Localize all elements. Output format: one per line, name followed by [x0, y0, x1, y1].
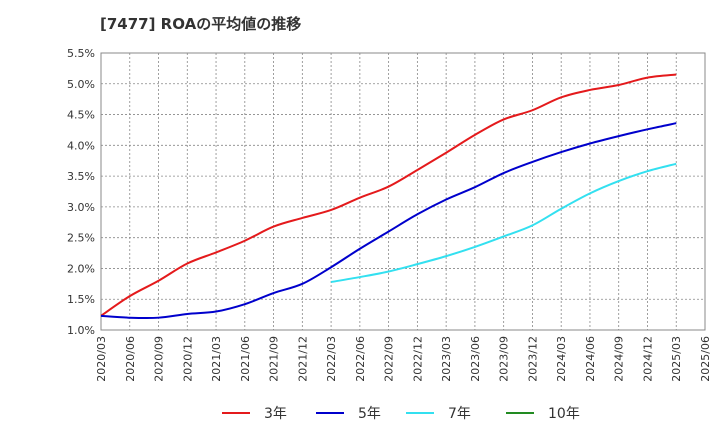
y-tick-label: 1.5% — [67, 293, 95, 306]
x-tick-label: 2020/03 — [95, 336, 108, 382]
y-tick-label: 2.0% — [67, 262, 95, 275]
x-tick-label: 2021/06 — [239, 336, 252, 382]
x-tick-label: 2021/09 — [268, 336, 281, 382]
x-tick-label: 2023/03 — [440, 336, 453, 382]
series-lines — [100, 73, 677, 320]
legend-label: 10年 — [548, 406, 580, 422]
x-tick-label: 2022/03 — [325, 336, 338, 382]
legend-item: 10年 — [506, 406, 580, 422]
legend-item: 5年 — [316, 406, 381, 422]
x-tick-label: 2020/09 — [153, 336, 166, 382]
y-tick-label: 1.0% — [67, 324, 95, 337]
x-tick-label: 2023/09 — [498, 336, 511, 382]
y-tick-label: 4.0% — [67, 139, 95, 152]
x-tick-label: 2020/12 — [181, 336, 194, 382]
axes: 1.0% 1.5% 2.0% 2.5% 3.0% 3.5% 4.0% 4.5% 5.0% 5.5%… — [67, 47, 712, 382]
x-tick-label: 2024/09 — [613, 336, 626, 382]
legend-item: 7年 — [406, 406, 471, 422]
x-tick-label: 2020/06 — [124, 336, 137, 382]
series-line-3年 — [100, 73, 677, 317]
series-line-7年 — [330, 162, 677, 283]
x-tick-label: 2023/12 — [526, 336, 539, 382]
x-tick-label: 2024/12 — [641, 336, 654, 382]
legend-item: 3年 — [222, 406, 287, 422]
x-tick-label: 2025/06 — [699, 336, 712, 382]
grid — [100, 52, 706, 331]
x-tick-label: 2023/06 — [469, 336, 482, 382]
x-tick-label: 2021/03 — [210, 336, 223, 382]
legend-label: 3年 — [264, 406, 287, 422]
legend: 3年 5年 7年 10年 — [222, 406, 580, 422]
x-tick-label: 2024/06 — [584, 336, 597, 382]
chart-title: [7477] ROAの平均値の推移 — [100, 15, 301, 33]
y-tick-label: 5.5% — [67, 47, 95, 60]
y-tick-label: 2.5% — [67, 232, 95, 245]
x-tick-label: 2025/03 — [670, 336, 683, 382]
y-tick-label: 5.0% — [67, 78, 95, 91]
y-tick-label: 3.5% — [67, 170, 95, 183]
x-tick-label: 2022/12 — [411, 336, 424, 382]
legend-label: 5年 — [358, 406, 381, 422]
y-tick-label: 3.0% — [67, 201, 95, 214]
legend-label: 7年 — [448, 406, 471, 422]
x-tick-label: 2022/09 — [383, 336, 396, 382]
x-tick-label: 2024/03 — [555, 336, 568, 382]
y-tick-label: 4.5% — [67, 109, 95, 122]
x-tick-label: 2021/12 — [296, 336, 309, 382]
series-line-5年 — [100, 122, 677, 320]
x-tick-label: 2022/06 — [354, 336, 367, 382]
plot-area — [100, 52, 706, 331]
